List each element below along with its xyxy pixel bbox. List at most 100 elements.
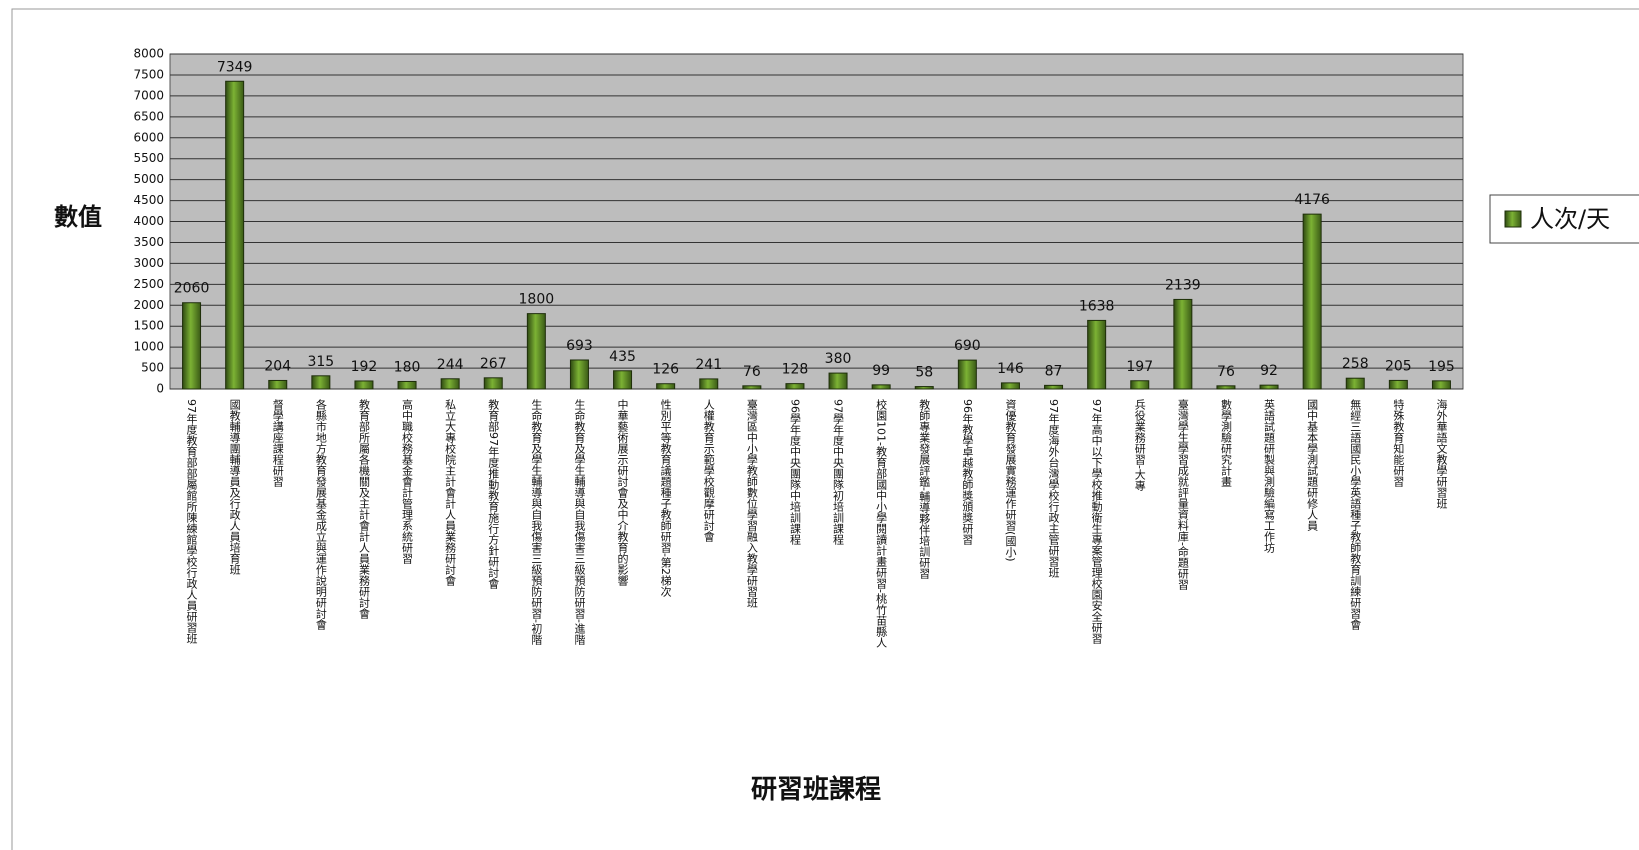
data-label: 58 bbox=[915, 365, 933, 381]
data-label: 380 bbox=[825, 351, 852, 367]
y-tick-label: 6500 bbox=[133, 109, 164, 123]
y-tick-label: 5000 bbox=[133, 172, 164, 186]
bar bbox=[1000, 382, 1020, 390]
x-tick-label: 督學講座課程研習 bbox=[271, 398, 284, 488]
bar bbox=[656, 383, 676, 390]
bar bbox=[1130, 380, 1150, 390]
x-tick-label: 中華藝術展示研討會及中介教育的影響 bbox=[616, 399, 629, 587]
bar bbox=[354, 380, 374, 390]
y-axis-label: 數值 bbox=[54, 203, 102, 231]
data-label: 76 bbox=[743, 364, 761, 380]
y-tick-label: 8000 bbox=[133, 47, 164, 61]
data-label: 2060 bbox=[174, 281, 210, 297]
y-tick-label: 5500 bbox=[133, 151, 164, 165]
x-tick-label: 海外華語文教學研習班 bbox=[1435, 398, 1448, 510]
bar bbox=[1087, 319, 1107, 390]
x-tick-label: 各縣市地方教育發展基金成立與運作說明研討會 bbox=[314, 398, 327, 630]
x-tick-label: 英語試題研製與測驗編寫工作坊 bbox=[1263, 398, 1276, 553]
x-tick-label: 教師專業發展評鑑-輔導夥伴培訓研習 bbox=[918, 399, 931, 580]
bar bbox=[1345, 377, 1365, 390]
y-tick-label: 4500 bbox=[133, 193, 164, 207]
x-tick-label: 國中基本學測試題研修人員 bbox=[1306, 399, 1319, 532]
bar bbox=[957, 359, 977, 390]
x-tick-label: 校園101-教育部國中小學閱讀計畫研習-桃竹苗縣人 bbox=[875, 398, 888, 648]
x-tick-label: 97學年度中央團隊初培訓課程 bbox=[832, 399, 845, 546]
y-tick-label: 3500 bbox=[133, 235, 164, 249]
data-label: 99 bbox=[872, 363, 890, 379]
data-label: 180 bbox=[394, 359, 421, 375]
data-label: 204 bbox=[264, 358, 291, 374]
bar bbox=[914, 386, 934, 390]
bar bbox=[1302, 213, 1322, 390]
x-tick-label: 兵役業務研習-大專 bbox=[1133, 399, 1146, 491]
bar bbox=[785, 383, 805, 390]
x-tick-label: 國教輔導團輔導員及行政人員培育班 bbox=[228, 399, 241, 576]
bar bbox=[1044, 384, 1064, 390]
bar bbox=[613, 370, 633, 390]
x-tick-label: 生命教育及學生輔導與自我傷害三級預防研習-進階 bbox=[573, 398, 586, 646]
data-label: 2139 bbox=[1165, 277, 1201, 293]
y-tick-label: 6000 bbox=[133, 130, 164, 144]
data-label: 205 bbox=[1385, 358, 1412, 374]
bar bbox=[268, 379, 288, 390]
legend-label: 人次/天 bbox=[1530, 205, 1610, 233]
x-tick-label: 教育部所屬各機關及主計會計人員業務研討會 bbox=[357, 399, 370, 619]
y-tick-label: 0 bbox=[156, 382, 164, 396]
data-label: 7349 bbox=[217, 59, 253, 75]
y-tick-label: 3000 bbox=[133, 256, 164, 270]
bar bbox=[1216, 385, 1236, 390]
data-label: 92 bbox=[1260, 363, 1278, 379]
data-label: 1638 bbox=[1079, 298, 1115, 314]
bar bbox=[1259, 384, 1279, 390]
bar bbox=[225, 80, 245, 390]
y-tick-label: 7500 bbox=[133, 67, 164, 81]
data-label: 241 bbox=[695, 357, 722, 373]
bar bbox=[397, 380, 417, 390]
data-label: 128 bbox=[782, 362, 809, 378]
data-label: 693 bbox=[566, 338, 593, 354]
y-tick-label: 7000 bbox=[133, 88, 164, 102]
x-tick-label: 臺灣學生學習成就評量資料庫-命題研習 bbox=[1176, 398, 1189, 591]
bar bbox=[1431, 380, 1451, 390]
y-tick-label: 4000 bbox=[133, 214, 164, 228]
x-tick-label: 私立大專校院主計會計人員業務研討會 bbox=[444, 399, 457, 586]
x-axis-label: 研習班課程 bbox=[751, 774, 881, 805]
bar bbox=[1388, 379, 1408, 390]
x-tick-label: 97年高中以下學校推動衛生專案管理校園安全研習 bbox=[1090, 399, 1103, 645]
data-label: 76 bbox=[1217, 364, 1235, 380]
x-tick-label: 96年教學卓越教師獎頒獎研習 bbox=[961, 399, 974, 546]
data-label: 126 bbox=[652, 362, 679, 378]
data-label: 267 bbox=[480, 356, 507, 372]
bar bbox=[742, 385, 762, 390]
data-label: 146 bbox=[997, 361, 1024, 377]
x-tick-label: 教育部97年度推動教育施行方針研討會 bbox=[487, 399, 500, 589]
x-tick-label: 特殊教育知能研習 bbox=[1392, 398, 1405, 488]
chart-frame bbox=[11, 8, 1639, 850]
y-tick-label: 500 bbox=[141, 361, 164, 375]
data-label: 192 bbox=[351, 359, 378, 375]
x-tick-label: 臺灣區中小學教師數位學習融入教學研習班 bbox=[745, 398, 758, 609]
bar bbox=[1173, 298, 1193, 390]
x-tick-label: 高中職校務基金會計管理系統研習 bbox=[401, 398, 414, 565]
bar bbox=[311, 375, 331, 390]
x-tick-label: 資優教育發展實務運作研習(國小) bbox=[1004, 399, 1017, 562]
bar bbox=[699, 378, 719, 390]
x-tick-label: 數學測驗研究計畫 bbox=[1219, 399, 1232, 487]
bar bbox=[483, 377, 503, 390]
data-label: 87 bbox=[1045, 363, 1063, 379]
data-label: 4176 bbox=[1294, 192, 1330, 208]
bar bbox=[440, 378, 460, 390]
data-label: 315 bbox=[307, 354, 334, 370]
bar bbox=[182, 302, 202, 390]
x-tick-label: 96學年度中央團隊中培訓課程 bbox=[788, 399, 801, 546]
x-tick-label: 生命教育及學生輔導與自我傷害三級預防研習-初階 bbox=[530, 398, 543, 646]
x-tick-label: 97年度海外台灣學校行政主管研習班 bbox=[1047, 399, 1060, 579]
bar bbox=[871, 384, 891, 390]
bar bbox=[526, 313, 546, 390]
data-label: 195 bbox=[1428, 359, 1455, 375]
data-label: 244 bbox=[437, 357, 464, 373]
y-tick-label: 1500 bbox=[133, 319, 164, 333]
x-tick-label: 無經三語國民小學英語種子教師教育訓練研習會 bbox=[1349, 398, 1362, 630]
